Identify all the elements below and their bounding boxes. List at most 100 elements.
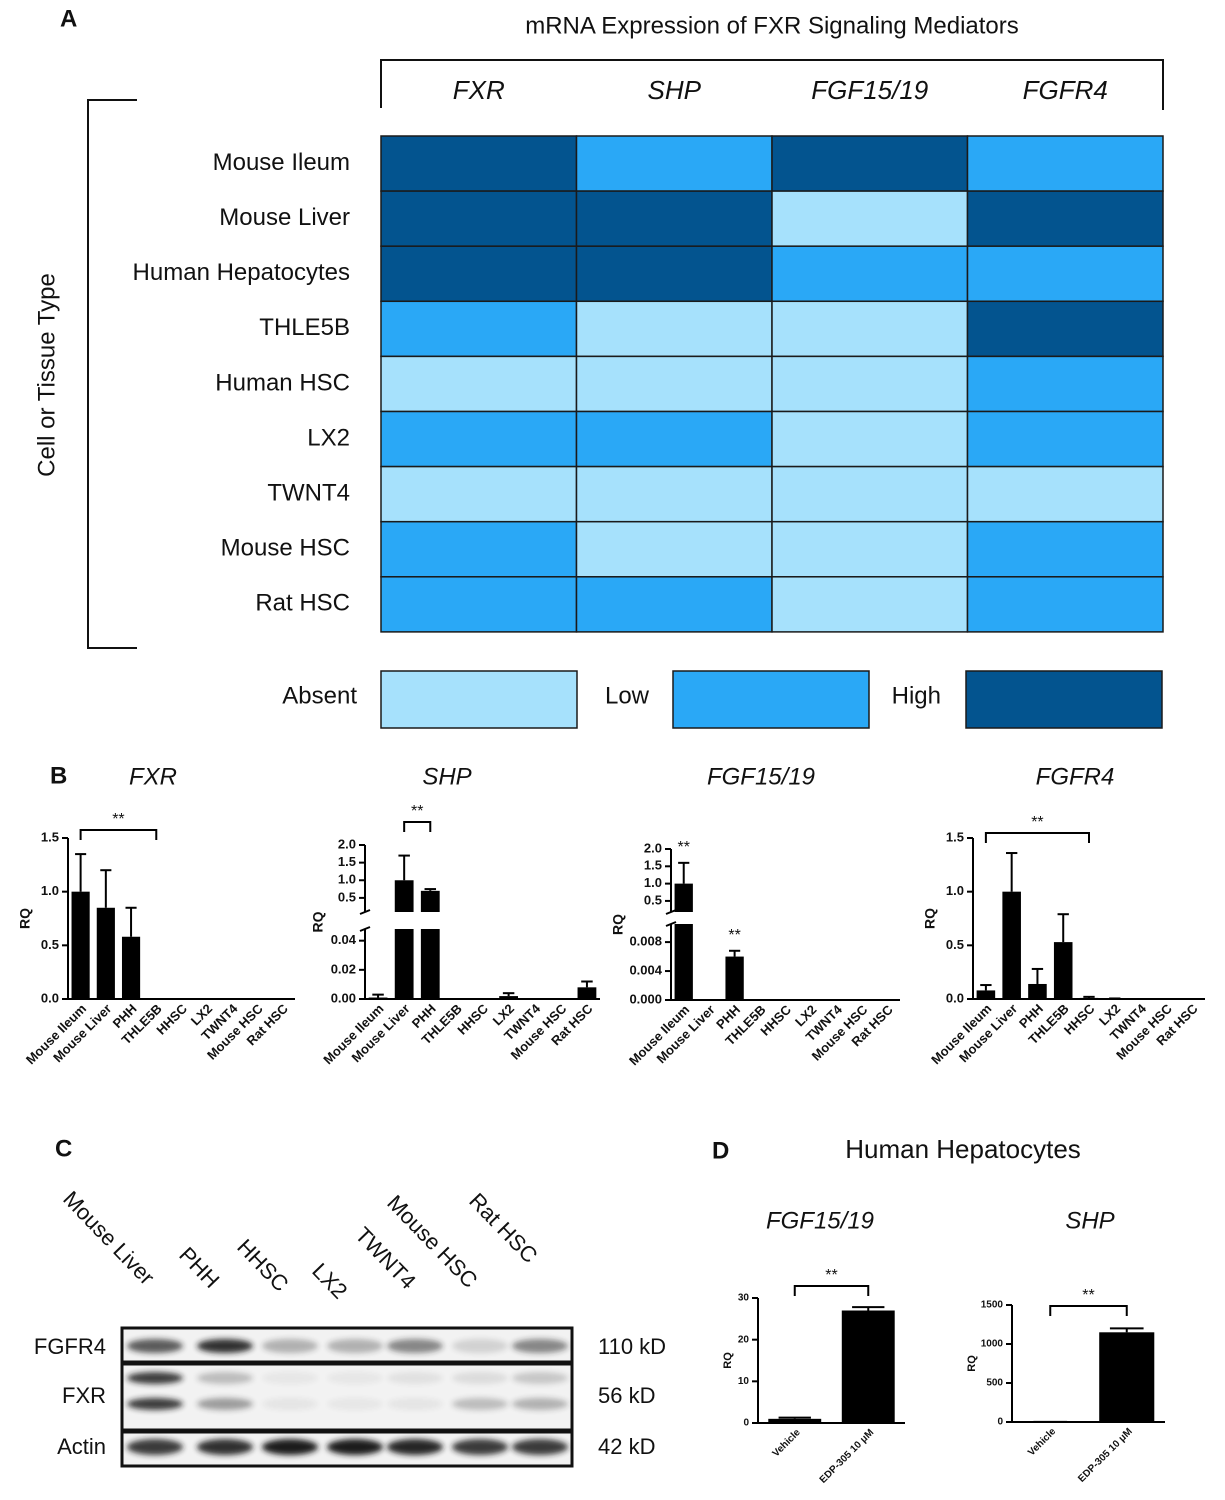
blot-band [262,1398,318,1410]
y-axis-label: RQ [610,914,626,935]
blot-band [327,1372,383,1384]
panel-label: A [60,5,77,32]
chart-title: FXR [129,763,177,790]
row-label: Human HSC [215,369,350,396]
heatmap-cell [577,301,773,356]
y-axis-label: RQ [722,1352,734,1369]
y-axis-label: RQ [310,911,326,932]
significance-label: ** [112,811,124,828]
heatmap-cell [772,136,968,191]
heatmap-cell [381,136,577,191]
row-label: Rat HSC [255,590,350,617]
heatmap-cell [381,467,577,522]
heatmap-cell [381,412,577,467]
blot-band [197,1372,253,1384]
y-tick-label: 0 [997,1417,1003,1428]
significance-bracket [795,1286,869,1296]
blot-band [387,1439,443,1455]
y-tick-label: 1.5 [644,858,662,873]
heatmap-cell [968,522,1164,577]
y-tick-label: 1500 [981,1300,1004,1311]
blot-band [127,1372,183,1384]
significance-bracket [81,830,157,840]
axis-break [661,912,900,924]
bar [122,937,140,999]
heatmap-cell [772,246,968,301]
y-tick-label: 1.0 [41,883,59,898]
y-tick-label: 500 [986,1378,1003,1389]
bar [578,987,597,999]
column-label: FGF15/19 [811,75,928,105]
heatmap-cell [772,301,968,356]
y-tick-label: 30 [738,1293,750,1304]
bar [421,891,440,999]
significance-label: ** [825,1267,837,1284]
bar [1002,892,1021,999]
significance-label: ** [1031,814,1043,831]
significance-label: ** [677,839,689,856]
heatmap-cell [772,356,968,411]
panel-label: C [55,1135,72,1162]
axis-break [355,912,600,929]
heatmap-cell [381,246,577,301]
x-tick-label: HHSC [454,1001,491,1038]
blot-band [197,1339,253,1353]
y-tick-label: 2.0 [338,836,356,851]
heatmap-cell [772,522,968,577]
blot-band [512,1372,568,1384]
blot-band [327,1439,383,1455]
bar [97,908,115,999]
heatmap-cell [577,246,773,301]
chart-title: SHP [422,763,471,790]
y-tick-label: 1.5 [41,829,59,844]
panel-title: Human Hepatocytes [845,1134,1081,1164]
y-tick-label: 1.0 [338,872,356,887]
heatmap-cell [577,412,773,467]
blot-band [197,1398,253,1410]
y-tick-label: 0 [743,1418,749,1429]
heatmap-cell [968,467,1164,522]
x-tick-label: Vehicle [1026,1426,1058,1458]
blot-band [327,1398,383,1410]
chart-title: SHP [1065,1207,1114,1234]
y-axis-label: RQ [922,908,938,929]
legend-label: Low [605,682,650,709]
heatmap-cell [968,577,1164,632]
heatmap-cell [772,467,968,522]
y-tick-label: 0.0 [946,990,964,1005]
heatmap-cell [381,301,577,356]
y-tick-label: 0.000 [629,991,662,1006]
blot-band [387,1372,443,1384]
heatmap-cell [381,191,577,246]
blot-band [512,1398,568,1410]
blot-band [512,1339,568,1353]
band-size-label: 56 kD [598,1383,655,1408]
heatmap-cell [577,191,773,246]
blot-band [387,1339,443,1353]
legend-label: High [892,682,941,709]
y-axis-label: RQ [966,1355,978,1372]
heatmap-cell [577,577,773,632]
blot-row-label: Actin [57,1434,106,1459]
blot-band [512,1439,568,1455]
blot-band [262,1372,318,1384]
bar [725,957,743,1000]
lane-label: Mouse Liver [58,1186,159,1290]
legend-swatch [381,671,577,728]
y-tick-label: 0.008 [629,934,662,949]
column-label: FGFR4 [1023,75,1108,105]
y-axis-label: RQ [17,908,33,929]
row-label: THLE5B [259,314,350,341]
row-label: LX2 [307,424,350,451]
blot-band [452,1372,508,1384]
row-label: Mouse Liver [219,204,350,231]
significance-label: ** [411,803,423,820]
heatmap-cell [381,577,577,632]
y-tick-label: 1000 [981,1339,1004,1350]
y-tick-label: 0.02 [331,961,356,976]
blot-band [327,1339,383,1353]
blot-band [452,1439,508,1455]
heatmap-cell [968,136,1164,191]
y-tick-label: 0.5 [644,892,662,907]
heatmap-cell [772,577,968,632]
